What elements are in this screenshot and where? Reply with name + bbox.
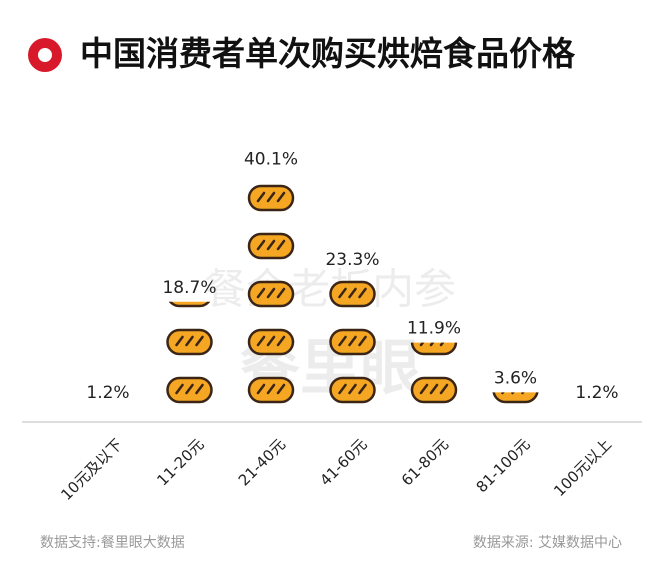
bread-score: [419, 342, 425, 347]
bread-score: [256, 191, 266, 203]
watermark: 餐企老板内参: [204, 265, 456, 314]
bread-slot: [247, 280, 295, 308]
bread-slot: [492, 392, 539, 404]
bread-slot: [410, 376, 458, 404]
bread-score: [429, 383, 439, 395]
bar: [492, 392, 539, 404]
data-label: 18.7%: [162, 278, 216, 298]
bread-score: [358, 335, 367, 347]
bread-score: [348, 335, 357, 347]
bread-score: [338, 335, 347, 347]
bread-slot: [247, 184, 295, 212]
x-tick-label: 11-20元: [153, 435, 207, 489]
data-label: 23.3%: [325, 250, 379, 270]
title-icon-hole: [38, 48, 52, 62]
x-tick-label: 61-80元: [398, 435, 452, 489]
bread-score: [256, 335, 266, 347]
footer-left: 数据支持:餐里眼大数据: [40, 535, 185, 551]
bread-score: [195, 383, 204, 395]
bread-score: [276, 287, 286, 299]
bread-score: [266, 335, 276, 347]
bread-slot: [329, 376, 376, 404]
title-box: 中国消费者单次购买烘焙食品价格: [80, 34, 575, 73]
data-label: 11.9%: [407, 319, 461, 339]
x-tick-label: 10元及以下: [57, 435, 126, 504]
bread-score: [185, 335, 194, 347]
bread-score: [266, 239, 276, 251]
bread-score: [358, 383, 367, 395]
bread-score: [338, 287, 347, 299]
bread-score: [348, 287, 357, 299]
data-label: 3.6%: [494, 368, 537, 388]
bread-slot: [247, 232, 295, 260]
bread-score: [276, 191, 286, 203]
bread-slot: [410, 342, 458, 356]
bread-score: [256, 239, 266, 251]
bread-score: [256, 383, 266, 395]
bread-score: [276, 383, 286, 395]
bread-score: [276, 335, 286, 347]
x-tick-label: 21-40元: [235, 435, 289, 489]
bread-slot: [166, 328, 213, 356]
bar: [410, 342, 458, 404]
bread-score: [175, 335, 184, 347]
bread-score: [266, 383, 276, 395]
bar: [329, 280, 376, 404]
bread-score: [256, 287, 266, 299]
bread-slot: [168, 301, 211, 308]
x-tick-label: 41-60元: [316, 435, 370, 489]
bread-slot: [166, 376, 213, 404]
chart-title: 中国消费者单次购买烘焙食品价格: [80, 34, 575, 73]
bread-score: [358, 287, 367, 299]
x-tick-label: 81-100元: [473, 435, 534, 496]
bread-score: [175, 383, 184, 395]
bread-score: [195, 335, 204, 347]
bread-score: [439, 342, 445, 347]
bread-score: [338, 383, 347, 395]
bread-slot: [329, 328, 376, 356]
data-label: 40.1%: [244, 149, 298, 169]
bar: [247, 184, 295, 404]
bread-slot: [247, 376, 295, 404]
bread-icon: [410, 342, 458, 356]
footer-right: 数据来源: 艾媒数据中心: [473, 535, 622, 551]
x-tick-label: 100元以上: [550, 435, 615, 500]
bread-icon: [168, 301, 211, 308]
bread-score: [266, 287, 276, 299]
data-label: 1.2%: [575, 383, 618, 403]
data-label: 1.2%: [86, 383, 129, 403]
bread-score: [266, 191, 276, 203]
bread-score: [276, 239, 286, 251]
bread-score: [419, 383, 429, 395]
bread-icon: [492, 392, 539, 404]
bread-slot: [329, 280, 376, 308]
bread-slot: [247, 328, 295, 356]
bread-score: [348, 383, 357, 395]
bread-score: [185, 383, 194, 395]
bread-score: [439, 383, 449, 395]
bar: [166, 301, 213, 404]
bread-score: [429, 342, 435, 347]
